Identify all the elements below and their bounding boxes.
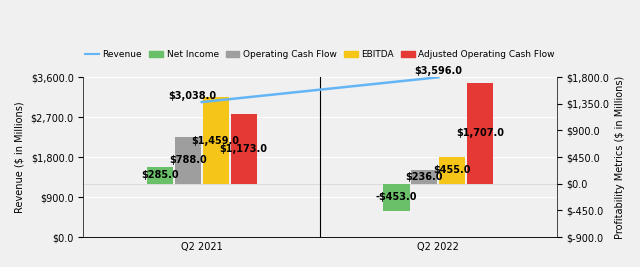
Bar: [439, 157, 465, 184]
Text: $1,459.0: $1,459.0: [192, 136, 240, 146]
Text: -$453.0: -$453.0: [376, 192, 417, 202]
Text: $1,173.0: $1,173.0: [220, 144, 268, 154]
Legend: Revenue, Net Income, Operating Cash Flow, EBITDA, Adjusted Operating Cash Flow: Revenue, Net Income, Operating Cash Flow…: [82, 46, 558, 62]
Text: $236.0: $236.0: [406, 172, 443, 182]
Bar: [147, 167, 173, 184]
Bar: [467, 83, 493, 184]
Bar: [203, 97, 228, 184]
Bar: [230, 114, 257, 184]
Bar: [175, 137, 201, 184]
Text: $285.0: $285.0: [141, 170, 179, 180]
Y-axis label: Revenue ($ in Millions): Revenue ($ in Millions): [15, 101, 25, 213]
Bar: [383, 184, 410, 211]
Text: $3,596.0: $3,596.0: [414, 66, 462, 76]
Bar: [412, 170, 438, 184]
Text: $1,707.0: $1,707.0: [456, 128, 504, 138]
Y-axis label: Profitability Metrics ($ in Millions): Profitability Metrics ($ in Millions): [615, 76, 625, 239]
Text: $788.0: $788.0: [169, 155, 207, 166]
Text: $3,038.0: $3,038.0: [168, 91, 216, 101]
Text: $455.0: $455.0: [434, 165, 471, 175]
